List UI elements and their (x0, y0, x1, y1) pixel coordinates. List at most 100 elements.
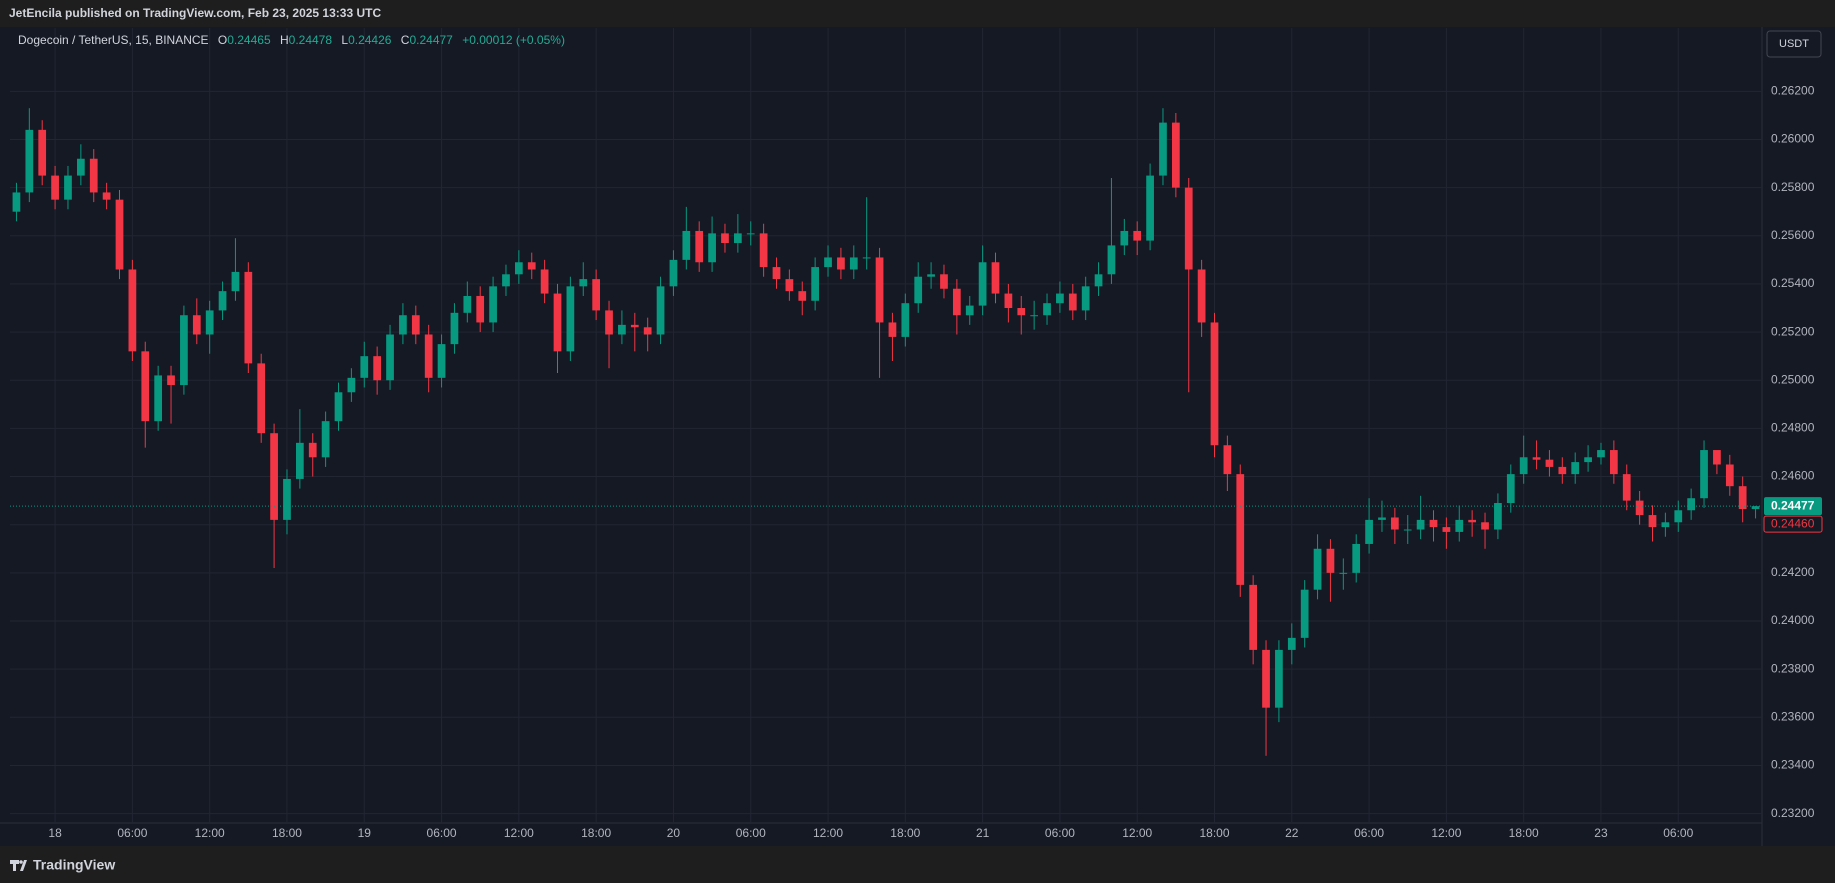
candle-body (386, 334, 394, 381)
candle-body (669, 259, 678, 287)
x-tick-label: 18 (48, 826, 62, 840)
candle-body (914, 276, 923, 304)
candle-body (1068, 293, 1077, 311)
candle-body (1713, 450, 1721, 465)
candle-body (1558, 466, 1567, 475)
y-tick-label: 0.23800 (1771, 661, 1815, 675)
change: +0.00012 (+0.05%) (462, 33, 565, 47)
candle-body (952, 288, 961, 316)
candle-body (270, 433, 278, 520)
y-tick-label: 0.25200 (1771, 324, 1815, 338)
x-tick-label: 22 (1285, 826, 1299, 840)
legend: Dogecoin / TetherUS, 15, BINANCE O0.2446… (18, 33, 565, 47)
y-tick-label: 0.23400 (1771, 758, 1815, 772)
x-tick-label: 23 (1594, 826, 1608, 840)
tv-logo (10, 860, 27, 871)
candle-body (411, 315, 420, 335)
candle-body (1738, 486, 1747, 510)
candle-body (1081, 286, 1090, 311)
candle-body (1700, 450, 1708, 499)
candle-body (89, 158, 98, 193)
candle-body (502, 274, 510, 287)
candle-body (682, 230, 691, 260)
candle-body (991, 262, 1000, 294)
candle-body (1416, 519, 1425, 530)
y-tick-label: 0.23600 (1771, 709, 1815, 723)
candle-body (1352, 543, 1361, 573)
candle-body (25, 129, 34, 193)
candle-body (1004, 293, 1013, 309)
x-tick-label: 12:00 (1431, 826, 1461, 840)
candle-body (708, 233, 716, 263)
candle-body (1094, 274, 1103, 287)
y-tick-label: 0.25800 (1771, 180, 1815, 194)
x-tick-label: 12:00 (195, 826, 225, 840)
x-tick-label: 06:00 (1663, 826, 1693, 840)
candle-body (849, 257, 858, 270)
ohlc-value: 0.24465 (227, 33, 271, 47)
currency-label[interactable]: USDT (1779, 38, 1809, 50)
candle-body (811, 267, 820, 301)
candle-body (837, 257, 845, 270)
x-tick-label: 12:00 (813, 826, 843, 840)
candle-body (218, 291, 227, 311)
x-tick-label: 06:00 (1045, 826, 1075, 840)
chart-panel (0, 27, 1835, 846)
candle-body (141, 351, 150, 422)
y-tick-label: 0.25600 (1771, 228, 1815, 242)
candle-body (360, 356, 369, 378)
ohlc-letter: H (280, 33, 289, 47)
candle-body (1339, 572, 1348, 574)
candle-body (656, 286, 665, 335)
candle-body (1146, 175, 1154, 241)
candle-body (1635, 500, 1644, 516)
candle-body (605, 310, 613, 335)
candle-body (1532, 457, 1541, 460)
candle-body (785, 279, 794, 292)
candle-body (1468, 519, 1477, 523)
y-tick-label: 0.26000 (1771, 132, 1815, 146)
candle-body (1030, 315, 1039, 317)
candle-body (167, 375, 175, 386)
y-tick-label: 0.25000 (1771, 372, 1815, 386)
candle-body (1275, 649, 1283, 708)
currency-button[interactable] (1766, 30, 1822, 58)
candle-body (1597, 450, 1605, 458)
candle-body (51, 175, 59, 200)
candle-body (1622, 474, 1631, 501)
candle-body (283, 478, 291, 520)
candle-body (1571, 462, 1580, 475)
price-tag (1764, 497, 1822, 516)
candle-body (940, 274, 948, 289)
candle-body (888, 322, 897, 337)
ohlc-letter: L (341, 33, 348, 47)
candle-body (553, 293, 562, 352)
candle-body (514, 262, 523, 275)
y-tick-label: 0.24800 (1771, 421, 1815, 435)
candle-body (1043, 303, 1051, 316)
candle-body (1210, 322, 1219, 446)
candle-body (1506, 474, 1515, 504)
candle-body (244, 271, 253, 364)
symbol-title: Dogecoin / TetherUS, 15, BINANCE (18, 33, 209, 47)
candle-body (1687, 498, 1696, 511)
candle-body (64, 175, 72, 200)
publish-header: JetEncila published on TradingView.com, … (9, 6, 381, 20)
candle-body (1313, 548, 1322, 590)
candle-body (1481, 522, 1489, 530)
candle-body (901, 303, 910, 337)
candle-body (321, 421, 330, 458)
candle-body (1494, 503, 1502, 530)
x-tick-label: 12:00 (504, 826, 534, 840)
reference-tag-label: 0.24460 (1771, 516, 1815, 530)
candle-body (257, 363, 266, 434)
candle-body (1661, 522, 1670, 528)
candle-body (1519, 457, 1528, 475)
candle-body (1545, 459, 1554, 467)
candle-body (824, 257, 832, 268)
candle-body (1107, 245, 1116, 275)
x-tick-label: 18:00 (1509, 826, 1539, 840)
candle-body (527, 262, 536, 270)
candle-body (746, 233, 755, 235)
candle-body (1223, 445, 1232, 475)
